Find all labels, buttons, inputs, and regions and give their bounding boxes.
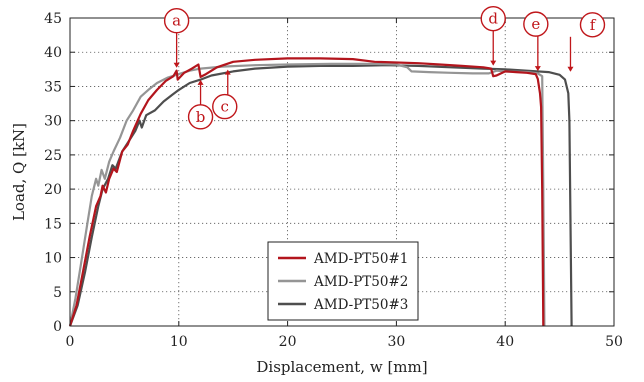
annotation-arrowhead — [173, 62, 180, 68]
tick-layer: 0 10 20 30 40 50 0 5 10 15 20 25 30 35 40 45 — [44, 11, 623, 350]
x-tick-label: 40 — [496, 334, 514, 350]
legend-label-3: AMD-PT50#3 — [313, 297, 408, 313]
x-tick-label: 30 — [387, 334, 405, 350]
annotation-label-c: c — [221, 98, 229, 116]
y-tick-label: 15 — [44, 216, 62, 232]
annotation-label-e: e — [531, 15, 540, 33]
series-line-1 — [68, 57, 545, 327]
y-tick-label: 20 — [44, 182, 62, 198]
annotation-circle-d — [480, 5, 506, 32]
annotation-layer: a bc d e f — [163, 5, 606, 130]
annotation-circle-e — [523, 11, 549, 37]
annotation-arrowhead — [224, 69, 231, 75]
y-tick-label: 0 — [53, 319, 62, 335]
y-tick-label: 30 — [44, 114, 62, 130]
series-line-3 — [68, 64, 573, 327]
y-tick-label: 35 — [44, 79, 62, 95]
annotation-arrowhead — [534, 66, 541, 72]
annotation-circle-f — [579, 12, 606, 38]
series-layer — [68, 57, 573, 327]
y-tick-label: 25 — [44, 148, 62, 164]
annotation-label-a: a — [172, 12, 181, 30]
y-tick-label: 45 — [44, 11, 62, 27]
annotation-label-f: f — [590, 16, 597, 34]
annotation-circle-a — [163, 8, 190, 34]
plot-frame — [69, 17, 615, 327]
annotation-arrowhead — [567, 66, 574, 72]
annotation-arrowhead — [490, 60, 497, 66]
legend-label-2: AMD-PT50#2 — [313, 274, 408, 290]
x-tick-label: 10 — [170, 334, 188, 350]
annotation-circle-b — [187, 104, 214, 130]
annotation-label-d: d — [488, 10, 498, 28]
annotation-label-b: b — [196, 108, 206, 126]
x-tick-label: 50 — [605, 334, 623, 350]
y-tick-label: 40 — [44, 45, 62, 61]
y-tick-label: 10 — [44, 251, 62, 267]
annotation-arrowhead — [197, 79, 204, 85]
legend: AMD-PT50#1 AMD-PT50#2 AMD-PT50#3 — [267, 241, 419, 321]
y-tick-label: 5 — [53, 285, 62, 301]
annotation-circle-c — [212, 93, 238, 120]
y-axis-title: Load, Q [kN] — [10, 123, 28, 221]
x-tick-label: 20 — [279, 334, 297, 350]
x-axis-title: Displacement, w [mm] — [256, 358, 427, 376]
legend-label-1: AMD-PT50#1 — [313, 251, 408, 267]
x-tick-label: 0 — [66, 334, 75, 350]
